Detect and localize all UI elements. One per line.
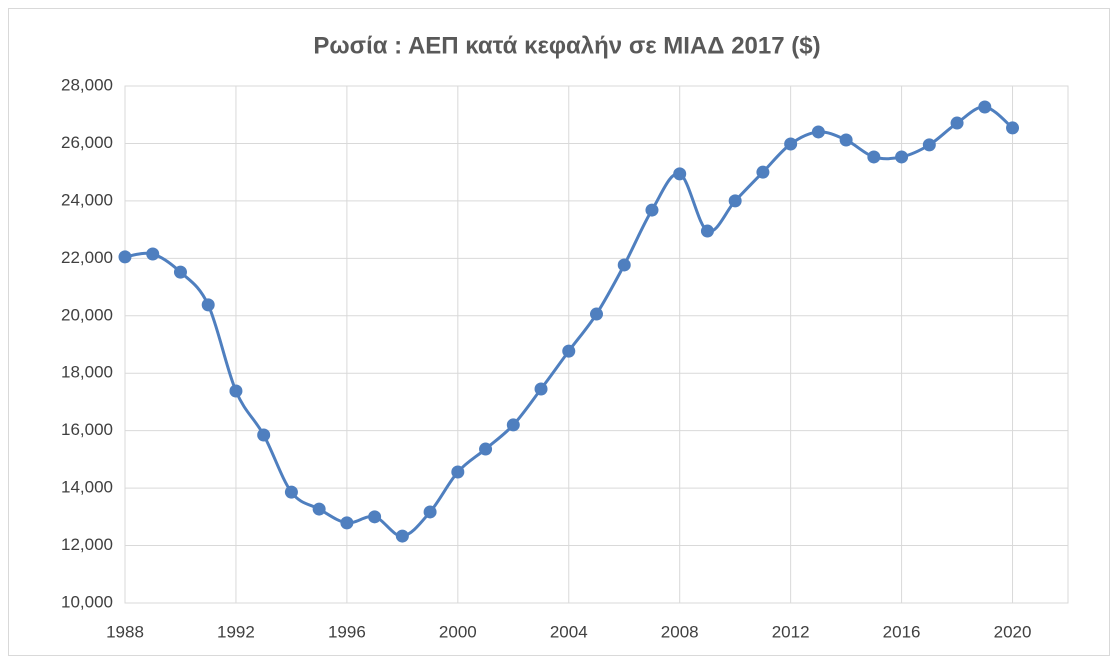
x-tick-label: 2008 [661,622,699,641]
marker [950,116,964,130]
x-tick-label: 1996 [328,622,366,641]
x-tick-label: 2004 [550,622,588,641]
marker [146,247,160,261]
marker [201,298,215,312]
x-tick-label: 1988 [106,622,144,641]
marker [673,167,687,181]
marker [118,250,132,264]
marker [534,382,548,396]
marker [340,516,354,530]
y-tick-label: 16,000 [61,420,113,439]
chart-title: Ρωσία : ΑΕΠ κατά κεφαλήν σε ΜΙΑΔ 2017 ($… [313,32,820,59]
marker [867,150,881,164]
marker [617,258,631,272]
y-tick-label: 20,000 [61,305,113,324]
marker [562,344,576,358]
marker [839,133,853,147]
marker [756,165,770,179]
marker [229,384,243,398]
x-tick-label: 2012 [772,622,810,641]
x-tick-label: 2020 [994,622,1032,641]
marker [700,224,714,238]
x-tick-label: 2016 [883,622,921,641]
marker [423,505,437,519]
marker [784,137,798,151]
marker [173,265,187,279]
marker [922,138,936,152]
marker [368,510,382,524]
marker [451,465,465,479]
y-tick-label: 24,000 [61,190,113,209]
y-tick-label: 28,000 [61,75,113,94]
marker [312,502,326,516]
marker [506,418,520,432]
marker [645,203,659,217]
marker [895,150,909,164]
marker [728,194,742,208]
marker [978,100,992,114]
chart-frame [8,8,1110,656]
y-tick-label: 12,000 [61,535,113,554]
marker [590,307,603,321]
y-tick-label: 10,000 [61,592,113,611]
marker [284,485,298,499]
marker [479,442,493,456]
x-tick-label: 2000 [439,622,477,641]
x-tick-label: 1992 [217,622,255,641]
y-tick-label: 14,000 [61,478,113,497]
marker [811,125,825,139]
plot-frame [124,85,1069,604]
y-tick-label: 26,000 [61,133,113,152]
y-tick-label: 18,000 [61,363,113,382]
y-tick-label: 22,000 [61,248,113,267]
marker [395,529,409,543]
marker [1006,121,1020,135]
marker [257,428,271,442]
